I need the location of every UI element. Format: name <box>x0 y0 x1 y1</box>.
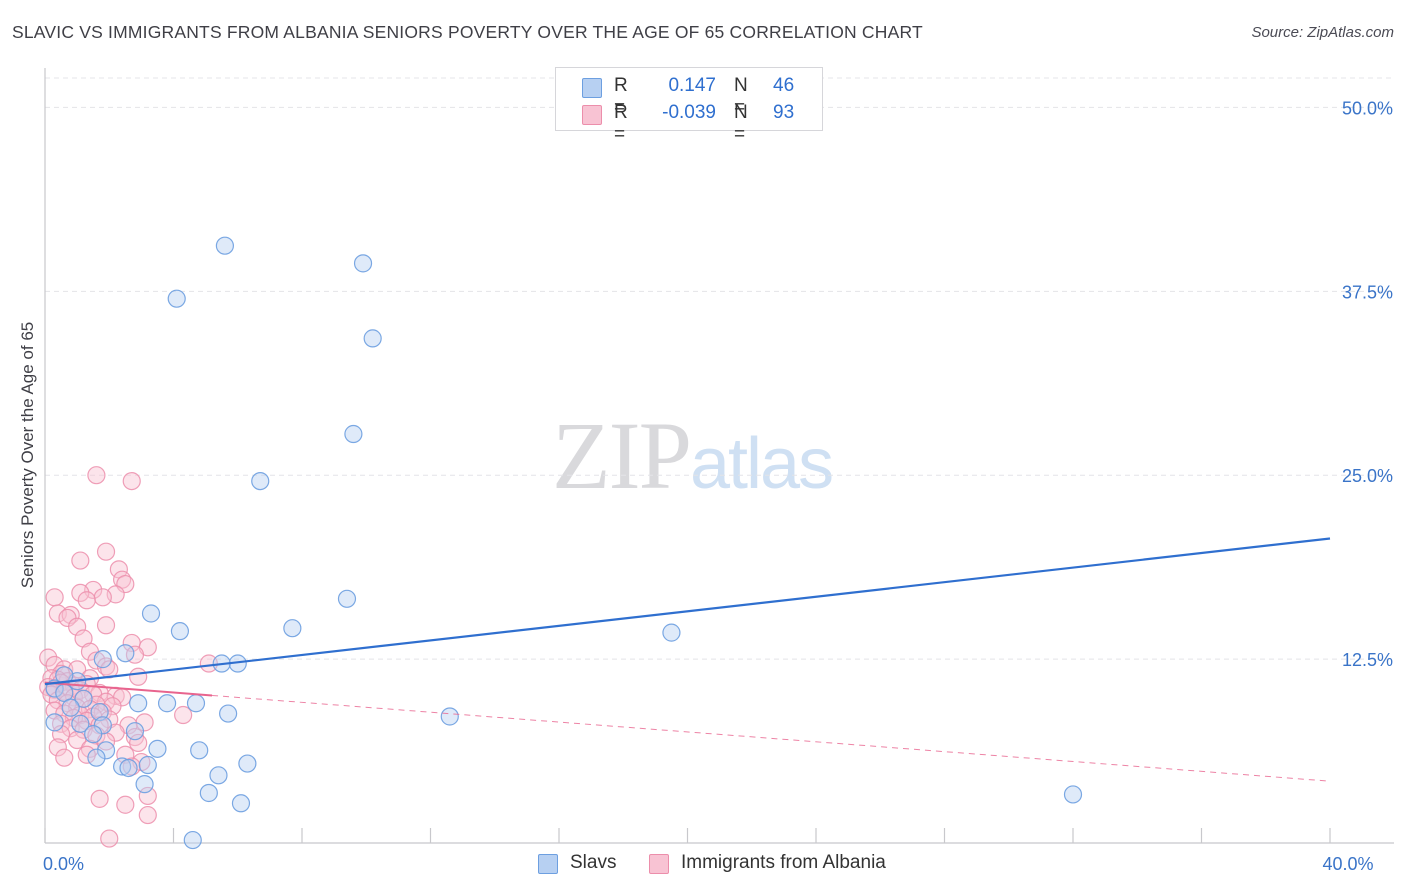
legend-n-label: N = <box>734 75 748 118</box>
albania-point <box>55 748 74 767</box>
albania-point <box>129 667 148 686</box>
slavs-point <box>148 739 167 758</box>
albania-point <box>122 471 141 491</box>
albania-point <box>68 617 87 636</box>
albania-point <box>125 645 145 664</box>
slavs-point <box>84 725 103 744</box>
albania-point <box>93 588 112 607</box>
watermark: ZIPatlas <box>552 400 834 511</box>
legend-swatch-albania <box>582 105 602 125</box>
slavs-point <box>183 830 202 850</box>
slavs-point <box>87 748 106 767</box>
slavs-point <box>662 623 681 642</box>
albania-point <box>87 651 106 670</box>
albania-point <box>61 605 80 625</box>
slavs-point <box>440 707 459 726</box>
slavs-point <box>231 794 251 813</box>
legend-r-value: -0.039 <box>662 102 716 123</box>
albania-point <box>90 789 109 808</box>
series-legend: Slavs Immigrants from Albania <box>0 851 1406 879</box>
legend-label-slavs: Slavs <box>570 852 617 873</box>
legend-label-albania: Immigrants from Albania <box>681 852 886 873</box>
slavs-point <box>199 783 218 803</box>
albania-point <box>45 588 64 607</box>
albania-point <box>87 466 106 485</box>
albania-point <box>100 829 119 848</box>
watermark-zip: ZIP <box>552 402 692 509</box>
slavs-point <box>337 589 357 608</box>
legend-r-value: 0.147 <box>668 75 716 96</box>
slavs-point <box>215 236 234 255</box>
slavs-point <box>141 604 161 623</box>
slavs-trend-line <box>44 537 1331 686</box>
chart-title: SLAVIC VS IMMIGRANTS FROM ALBANIA SENIOR… <box>12 22 923 42</box>
albania-point <box>174 705 193 725</box>
slavs-point <box>61 698 80 717</box>
y-tick-label: 25.0% <box>1342 466 1393 486</box>
albania-trend-line-dashed <box>212 694 1331 782</box>
slavs-point <box>363 329 382 348</box>
legend-swatch-albania <box>649 854 669 874</box>
legend-n-value: 46 <box>773 75 795 96</box>
albania-trend-line <box>44 681 213 697</box>
slavs-point <box>138 755 157 775</box>
slavs-point <box>135 775 154 794</box>
source-credit: Source: ZipAtlas.com <box>1251 24 1394 41</box>
slavs-point <box>45 713 64 732</box>
legend-r-label: R = <box>614 102 628 145</box>
slavs-point <box>353 254 373 273</box>
slavs-point <box>251 471 270 491</box>
slavs-point <box>344 424 363 444</box>
slavs-point <box>74 689 93 708</box>
slavs-point <box>112 757 132 776</box>
albania-point <box>138 786 157 806</box>
albania-point <box>129 733 148 753</box>
x-tick-label: 40.0% <box>1322 854 1373 874</box>
albania-point <box>71 583 90 603</box>
slavs-point <box>190 741 209 760</box>
slavs-point <box>93 650 112 669</box>
slavs-point <box>71 714 90 733</box>
watermark-atlas: atlas <box>690 424 834 504</box>
legend-r-label: R = <box>614 75 628 118</box>
albania-point <box>138 805 157 825</box>
albania-point <box>51 714 71 733</box>
legend-swatch-slavs <box>538 854 558 874</box>
slavs-point <box>238 754 257 773</box>
albania-point <box>116 795 135 814</box>
slavs-point <box>129 694 148 713</box>
slavs-point <box>1063 785 1083 804</box>
slavs-point <box>209 766 228 785</box>
slavs-point <box>119 758 138 778</box>
slavs-point <box>157 694 177 713</box>
slavs-point <box>170 622 190 641</box>
legend-swatch-slavs <box>582 78 602 98</box>
albania-point <box>96 616 116 635</box>
slavs-point <box>96 741 116 760</box>
albania-point <box>48 738 67 757</box>
slavs-point <box>167 289 186 308</box>
y-tick-label: 37.5% <box>1342 282 1393 302</box>
legend-n-value: 93 <box>773 102 795 123</box>
legend-n-label: N = <box>734 102 748 145</box>
albania-point <box>96 542 116 561</box>
slavs-point <box>186 694 206 713</box>
correlation-legend: R = 0.147 N = 46 R = -0.039 N = 93 <box>555 67 823 145</box>
slavs-point <box>283 619 302 638</box>
slavs-point <box>125 722 145 741</box>
slavs-point <box>116 644 135 663</box>
slavs-point <box>219 704 238 723</box>
x-tick-label: 0.0% <box>43 854 84 874</box>
y-tick-label: 50.0% <box>1342 98 1393 118</box>
y-tick-label: 12.5% <box>1342 650 1393 670</box>
albania-point <box>71 551 90 570</box>
albania-point <box>77 591 96 610</box>
albania-point <box>39 648 58 667</box>
